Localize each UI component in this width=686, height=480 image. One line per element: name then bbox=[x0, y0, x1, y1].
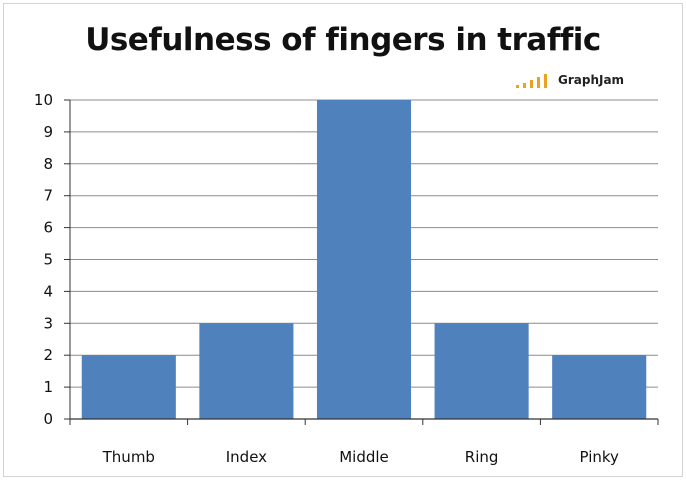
x-tick-label: Index bbox=[226, 448, 267, 466]
bar-thumb bbox=[81, 355, 176, 419]
y-tick-label: 5 bbox=[43, 251, 53, 269]
bar-middle bbox=[316, 100, 412, 419]
y-tick-label: 3 bbox=[43, 314, 53, 332]
x-tick-label: Thumb bbox=[102, 448, 155, 466]
bar-pinky bbox=[552, 355, 647, 419]
y-tick-label: 9 bbox=[43, 123, 53, 141]
brand-name: GraphJam bbox=[558, 73, 625, 87]
y-tick-label: 7 bbox=[43, 187, 53, 205]
y-tick-label: 0 bbox=[43, 410, 53, 428]
bar-ring bbox=[434, 323, 529, 419]
x-tick-label: Middle bbox=[339, 448, 389, 466]
bar-index bbox=[199, 323, 294, 419]
y-tick-label: 4 bbox=[43, 282, 53, 300]
y-tick-label: 10 bbox=[34, 91, 53, 109]
y-tick-label: 6 bbox=[43, 219, 53, 237]
brand-watermark: GraphJam bbox=[516, 72, 624, 88]
graphjam-logo-icon bbox=[516, 72, 551, 88]
y-tick-label: 8 bbox=[43, 155, 53, 173]
y-tick-label: 1 bbox=[43, 378, 53, 396]
x-tick-label: Ring bbox=[465, 448, 499, 466]
x-tick-label: Pinky bbox=[579, 448, 619, 466]
y-tick-label: 2 bbox=[43, 346, 53, 364]
chart-title: Usefulness of fingers in traffic bbox=[85, 22, 601, 58]
